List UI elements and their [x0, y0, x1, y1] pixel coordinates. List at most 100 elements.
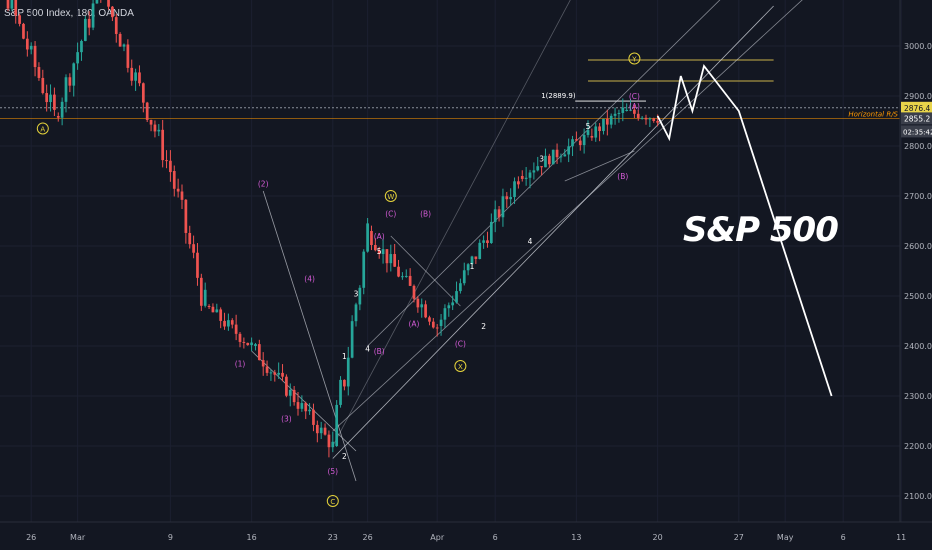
x-tick-label: 6 [493, 533, 498, 542]
x-tick-label: 6 [841, 533, 846, 542]
candle-body [559, 156, 563, 158]
chart-header-title: S&P 500 Index, 180, OANDA [4, 8, 134, 19]
wave-label-purple: (A) [374, 232, 385, 241]
candle-body [18, 15, 21, 24]
candle-body [451, 302, 455, 306]
candle-body [397, 266, 400, 277]
wave-label-circled-circle [384, 190, 397, 202]
candle-body [296, 402, 300, 409]
candle-body [145, 102, 149, 120]
countdown-label-bg [901, 125, 932, 138]
wave-label-purple: (A) [629, 102, 640, 111]
candle-body [122, 44, 126, 47]
x-tick-label: 11 [896, 533, 906, 542]
candle-body [354, 304, 358, 322]
candle-body [246, 342, 250, 346]
candle-body [629, 109, 632, 111]
current-price-label-bg [901, 101, 932, 114]
candle-body [586, 130, 590, 135]
y-tick-label: 2500.0 [904, 292, 932, 301]
wave-label-purple: (C) [455, 340, 466, 349]
candle-body [389, 254, 393, 264]
wave-label-purple: (A) [409, 320, 420, 329]
x-tick-label: 13 [571, 533, 581, 542]
candle-body [505, 196, 509, 200]
candle-body [288, 389, 292, 396]
wedge-line [564, 150, 635, 182]
candle-body [648, 118, 652, 120]
candle-body [114, 17, 118, 34]
candle-body [443, 308, 447, 320]
y-tick-label: 2800.0 [904, 142, 932, 151]
candle-body [408, 275, 412, 286]
candle-body [350, 321, 354, 358]
candlesticks [6, 0, 659, 458]
candle-body [571, 139, 574, 147]
candle-body [207, 306, 211, 307]
wave-label-circled: Y [631, 56, 637, 64]
candle-body [346, 357, 350, 387]
candle-body [238, 333, 242, 342]
wave-label-circled: W [387, 193, 394, 201]
candle-body [331, 441, 335, 448]
candle-body [308, 409, 311, 412]
x-tick-label: 27 [734, 533, 744, 542]
candle-body [227, 320, 230, 327]
candle-body [172, 171, 176, 189]
candle-body [126, 44, 130, 68]
candle-body [501, 196, 505, 218]
candle-body [265, 366, 269, 373]
candle-body [49, 94, 52, 103]
candle-body [33, 45, 37, 68]
candle-body [188, 232, 192, 245]
candle-body [234, 324, 238, 334]
candle-body [323, 427, 327, 435]
candle-body [482, 240, 485, 243]
candle-body [474, 256, 478, 259]
wedge-line [262, 190, 357, 482]
candle-body [141, 83, 145, 103]
wave-label-circled: A [40, 126, 45, 134]
candle-body [180, 191, 184, 200]
candle-body [373, 244, 377, 251]
candle-body [80, 40, 83, 53]
candle-body [230, 320, 234, 325]
projection-path-line [656, 63, 833, 397]
wave-label-purple: (C) [385, 210, 396, 219]
channel-upper [367, 0, 721, 347]
candle-body [470, 256, 474, 265]
candle-body [41, 77, 45, 94]
candle-body [199, 277, 203, 306]
candle-body [87, 18, 91, 28]
wave-label-circled-circle [36, 122, 49, 135]
candle-body [95, 0, 99, 4]
candle-body [273, 372, 277, 375]
candle-body [118, 33, 122, 47]
candle-body [138, 72, 141, 84]
candle-body [277, 372, 281, 375]
fib-level-label: 1(2889.9) [541, 92, 576, 100]
candle-body [254, 344, 257, 346]
overlay-title: S&P 500 [683, 210, 839, 250]
candle-body [45, 93, 49, 103]
x-tick-label: 16 [247, 533, 257, 542]
candle-body [250, 342, 253, 346]
candle-body [609, 115, 613, 125]
candle-body [486, 240, 489, 244]
x-tick-label: Apr [430, 533, 445, 542]
candle-body [285, 376, 288, 396]
candle-body [547, 155, 551, 165]
candle-body [420, 304, 424, 308]
candle-body [269, 372, 273, 374]
candle-body [292, 389, 296, 403]
x-tick-label: 26 [26, 533, 36, 542]
y-tick-label: 2400.0 [904, 342, 932, 351]
candle-body [192, 244, 195, 253]
candle-body [532, 170, 536, 173]
candle-body [60, 101, 64, 118]
candle-body [169, 160, 172, 173]
candle-body [83, 18, 87, 41]
fan-line [332, 0, 571, 447]
current-price-label: 2876.4 [904, 104, 930, 113]
